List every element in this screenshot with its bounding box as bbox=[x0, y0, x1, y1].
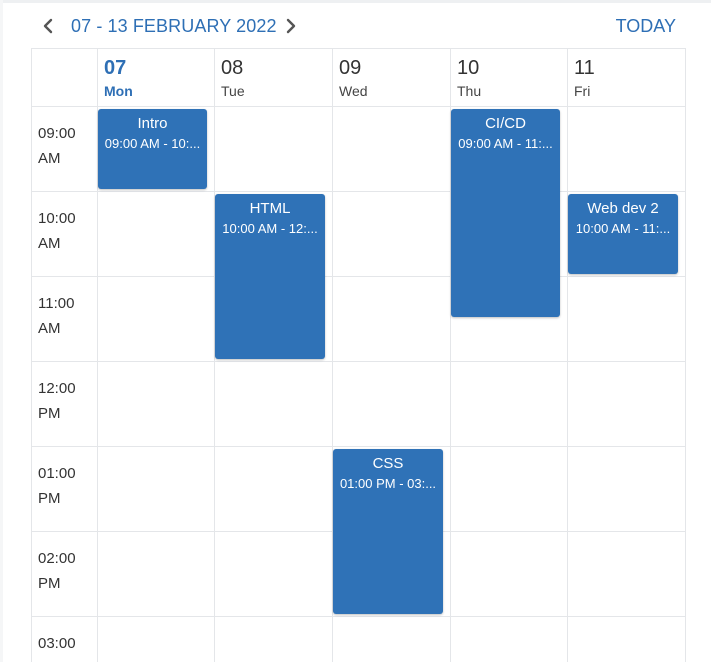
event-title: HTML bbox=[249, 200, 291, 217]
event-time: 01:00 PM - 03:... bbox=[339, 476, 437, 491]
day-name: Mon bbox=[104, 83, 133, 99]
grid-column-line bbox=[31, 48, 32, 662]
grid-row-line bbox=[31, 361, 686, 362]
grid-row-line bbox=[31, 191, 686, 192]
next-week-button[interactable] bbox=[281, 14, 301, 38]
grid-column-line bbox=[332, 48, 333, 662]
previous-week-button[interactable] bbox=[38, 14, 58, 38]
event-time: 10:00 AM - 12:... bbox=[222, 221, 318, 236]
grid-column-line bbox=[685, 48, 686, 662]
time-slot-hour: 10:00 bbox=[38, 210, 76, 227]
calendar-toolbar: 07 - 13 FEBRUARY 2022 TODAY bbox=[0, 0, 711, 48]
time-slot-label: 02:00 PM bbox=[38, 546, 98, 596]
day-number: 09 bbox=[339, 57, 362, 79]
grid-column-line bbox=[450, 48, 451, 662]
day-header-fri[interactable]: 11 Fri bbox=[567, 48, 685, 106]
day-number: 11 bbox=[574, 57, 595, 79]
event-ci-cd[interactable]: CI/CD 09:00 AM - 11:... bbox=[451, 109, 560, 317]
time-slot-hour: 09:00 bbox=[38, 125, 76, 142]
day-name: Wed bbox=[339, 83, 368, 99]
day-number: 08 bbox=[221, 57, 244, 79]
event-time: 10:00 AM - 11:... bbox=[575, 221, 671, 236]
time-slot-meridiem: PM bbox=[38, 575, 61, 592]
time-slot-label: 03:00 bbox=[38, 631, 98, 656]
time-slot-label: 01:00 PM bbox=[38, 461, 98, 511]
time-slot-meridiem: AM bbox=[38, 235, 61, 252]
day-number: 07 bbox=[104, 57, 127, 79]
event-intro[interactable]: Intro 09:00 AM - 10:... bbox=[98, 109, 207, 189]
time-slot-label: 10:00 AM bbox=[38, 206, 98, 256]
time-slot-label: 11:00 AM bbox=[38, 291, 98, 341]
chevron-right-icon bbox=[286, 18, 296, 34]
time-slot-meridiem: PM bbox=[38, 405, 61, 422]
day-header-thu[interactable]: 10 Thu bbox=[450, 48, 567, 106]
grid-row-line bbox=[31, 106, 686, 107]
day-header-mon[interactable]: 07 Mon bbox=[97, 48, 214, 106]
grid-row-line bbox=[31, 276, 686, 277]
event-time: 09:00 AM - 11:... bbox=[458, 136, 553, 151]
week-grid: 07 Mon 08 Tue 09 Wed 10 Thu 11 Fri 09:00 AM 10:00 AM 1… bbox=[31, 48, 686, 662]
grid-row-line bbox=[31, 616, 686, 617]
day-number: 10 bbox=[457, 57, 480, 79]
event-css[interactable]: CSS 01:00 PM - 03:... bbox=[333, 449, 443, 614]
time-slot-meridiem: AM bbox=[38, 320, 61, 337]
day-name: Fri bbox=[574, 83, 591, 99]
event-time: 09:00 AM - 10:... bbox=[104, 136, 201, 151]
event-web-dev-2[interactable]: Web dev 2 10:00 AM - 11:... bbox=[568, 194, 678, 274]
time-slot-meridiem: PM bbox=[38, 490, 61, 507]
time-slot-meridiem: AM bbox=[38, 150, 61, 167]
grid-column-line bbox=[214, 48, 215, 662]
time-slot-label: 12:00 PM bbox=[38, 376, 98, 426]
day-header-wed[interactable]: 09 Wed bbox=[332, 48, 450, 106]
today-button[interactable]: TODAY bbox=[615, 16, 676, 36]
event-title: CSS bbox=[372, 455, 404, 472]
event-title: CI/CD bbox=[485, 115, 526, 132]
time-slot-hour: 11:00 bbox=[38, 295, 75, 312]
grid-row-line bbox=[31, 446, 686, 447]
event-html[interactable]: HTML 10:00 AM - 12:... bbox=[215, 194, 325, 359]
grid-column-line bbox=[97, 48, 98, 662]
time-slot-hour: 12:00 bbox=[38, 380, 76, 397]
top-border bbox=[0, 0, 711, 3]
time-slot-label: 09:00 AM bbox=[38, 121, 98, 171]
event-title: Intro bbox=[137, 115, 168, 132]
day-header-tue[interactable]: 08 Tue bbox=[214, 48, 332, 106]
time-slot-hour: 03:00 bbox=[38, 635, 76, 652]
time-slot-hour: 02:00 bbox=[38, 550, 76, 567]
event-title: Web dev 2 bbox=[587, 200, 659, 217]
chevron-left-icon bbox=[43, 18, 53, 34]
left-border bbox=[0, 0, 3, 662]
day-name: Tue bbox=[221, 83, 245, 99]
grid-top-line bbox=[31, 48, 686, 49]
time-slot-hour: 01:00 bbox=[38, 465, 76, 482]
day-name: Thu bbox=[457, 83, 482, 99]
date-range-label[interactable]: 07 - 13 FEBRUARY 2022 bbox=[71, 16, 277, 36]
grid-column-line bbox=[567, 48, 568, 662]
